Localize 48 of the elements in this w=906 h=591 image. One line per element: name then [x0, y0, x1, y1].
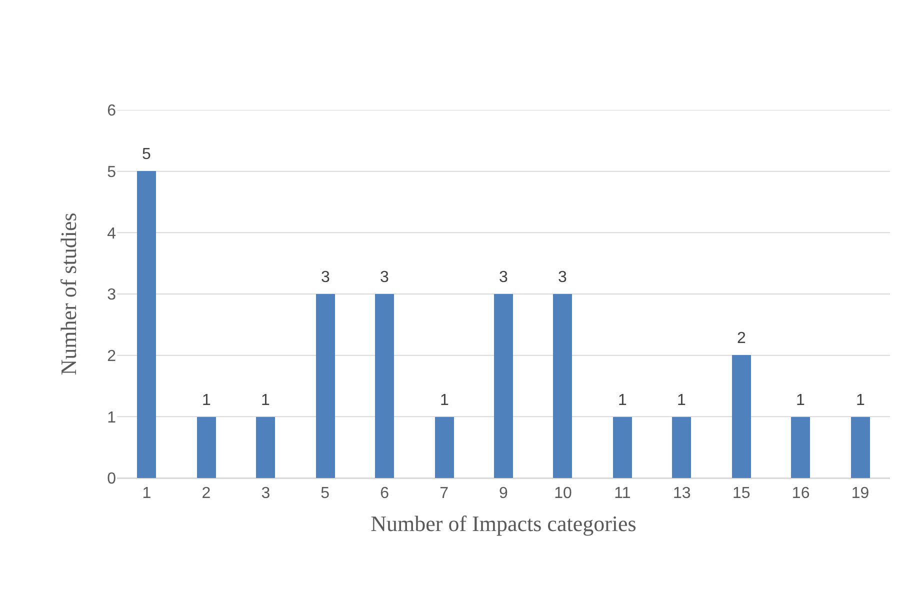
y-tick-label: 5	[107, 164, 116, 181]
bar	[316, 294, 335, 478]
data-label: 1	[261, 392, 270, 409]
y-tick-label: 0	[107, 470, 116, 488]
bar	[137, 171, 156, 478]
bar	[613, 417, 632, 478]
data-label: 1	[440, 392, 449, 409]
bar	[851, 417, 870, 478]
data-label: 3	[380, 269, 389, 286]
x-tick-label: 19	[851, 485, 870, 502]
y-tick-label: 2	[107, 348, 116, 365]
bar	[375, 294, 394, 478]
bar	[197, 417, 216, 478]
x-tick-label: 13	[672, 485, 691, 502]
data-label: 1	[618, 392, 627, 409]
x-tick-label: 2	[202, 485, 211, 502]
x-axis-title: Number of Impacts categories	[370, 511, 636, 536]
y-tick-label: 6	[107, 102, 116, 120]
data-label: 5	[142, 146, 151, 163]
data-label: 3	[558, 269, 567, 286]
data-label: 3	[321, 269, 330, 286]
bar	[791, 417, 810, 478]
y-tick-label: 4	[107, 225, 116, 242]
y-axis-title: Numher of studies	[56, 212, 81, 376]
bar	[553, 294, 572, 478]
bar	[732, 355, 751, 478]
x-tick-label: 5	[320, 485, 330, 502]
y-tick-label: 3	[107, 286, 116, 304]
data-label: 2	[737, 330, 746, 347]
data-label: 1	[677, 392, 686, 409]
bar	[494, 294, 513, 478]
data-label: 1	[202, 392, 211, 409]
x-tick-label: 9	[499, 485, 508, 502]
bar	[672, 417, 691, 478]
x-tick-label: 11	[614, 485, 631, 502]
x-tick-label: 16	[792, 485, 810, 502]
data-label: 1	[796, 392, 805, 409]
x-tick-label: 1	[142, 485, 152, 502]
x-tick-label: 3	[261, 485, 270, 502]
x-tick-label: 10	[554, 485, 572, 502]
bar	[256, 417, 275, 478]
y-tick-label: 1	[107, 409, 116, 426]
data-label: 1	[856, 392, 865, 409]
x-tick-label: 7	[440, 485, 449, 502]
bar	[435, 417, 454, 478]
x-tick-label: 15	[732, 485, 750, 502]
x-tick-label: 6	[380, 485, 390, 502]
data-label: 3	[499, 269, 508, 286]
